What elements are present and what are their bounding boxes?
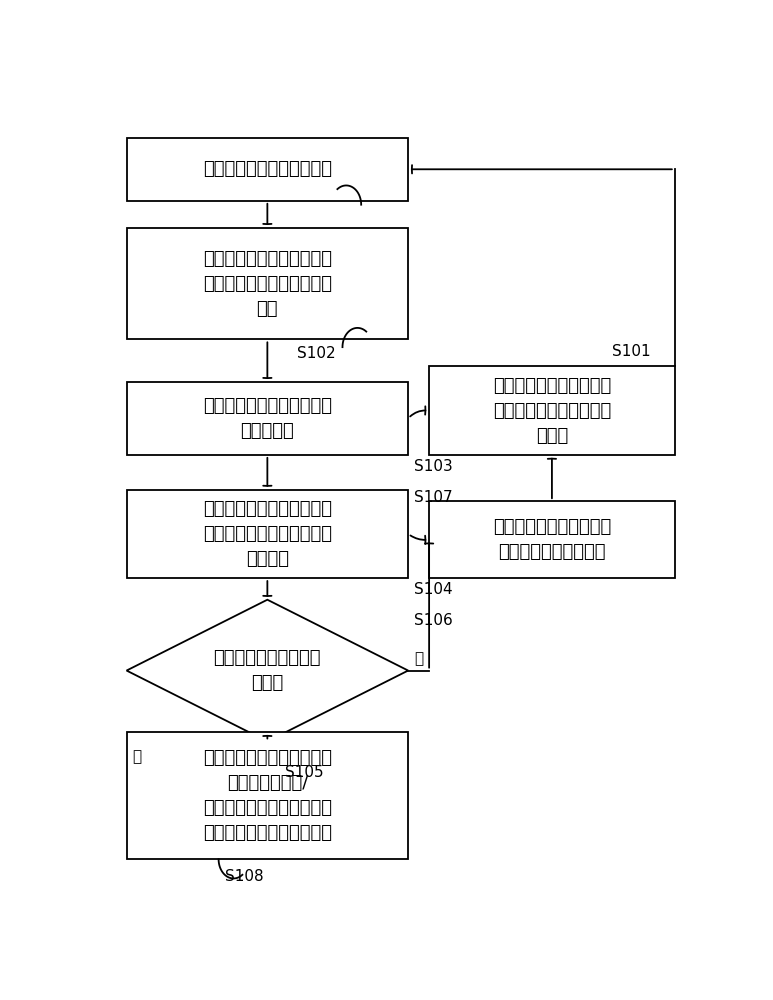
Text: S106: S106 [414,613,453,628]
Text: S101: S101 [612,344,650,359]
Text: S107: S107 [414,490,453,505]
Text: 否: 否 [133,749,141,764]
Text: 标签关系整理模块基于标签
清单推算出标签之间的从属
关系: 标签关系整理模块基于标签 清单推算出标签之间的从属 关系 [203,250,332,318]
Bar [429,501,675,578]
Text: 是: 是 [414,652,424,666]
Polygon shape [127,600,408,741]
Bar [127,490,408,578]
Text: 是否打开电子文档或修
改标签: 是否打开电子文档或修 改标签 [213,649,321,692]
Bar [429,366,675,455]
Bar [127,732,408,859]
Text: S103: S103 [414,459,453,474]
Text: 标签显示模块显示可供选择
的显示类型: 标签显示模块显示可供选择 的显示类型 [203,397,332,440]
Text: S104: S104 [414,582,453,597]
Text: 退出流程，或者基于用户的
上传请求由检索/
更新服务模块将标签信息上
传到服务器的标签数据库中: 退出流程，或者基于用户的 上传请求由检索/ 更新服务模块将标签信息上 传到服务器… [203,749,332,842]
Text: S105: S105 [285,765,324,780]
Text: 将提取到的电子文档中的
标签信息与已有的标签清
单合并: 将提取到的电子文档中的 标签信息与已有的标签清 单合并 [493,377,611,445]
Text: S108: S108 [225,869,264,884]
Text: 标签存取模块载入标签清单: 标签存取模块载入标签清单 [203,160,332,178]
Text: S102: S102 [298,346,336,361]
Text: 标签存取模块提取附着在
电子文档上的标签信息: 标签存取模块提取附着在 电子文档上的标签信息 [493,518,611,561]
Bar [127,382,408,455]
Bar [127,138,408,201]
Bar [127,228,408,339]
Text: 标签显示模块根据用户选择
的显示类型显示标签及其相
关的状态: 标签显示模块根据用户选择 的显示类型显示标签及其相 关的状态 [203,500,332,568]
